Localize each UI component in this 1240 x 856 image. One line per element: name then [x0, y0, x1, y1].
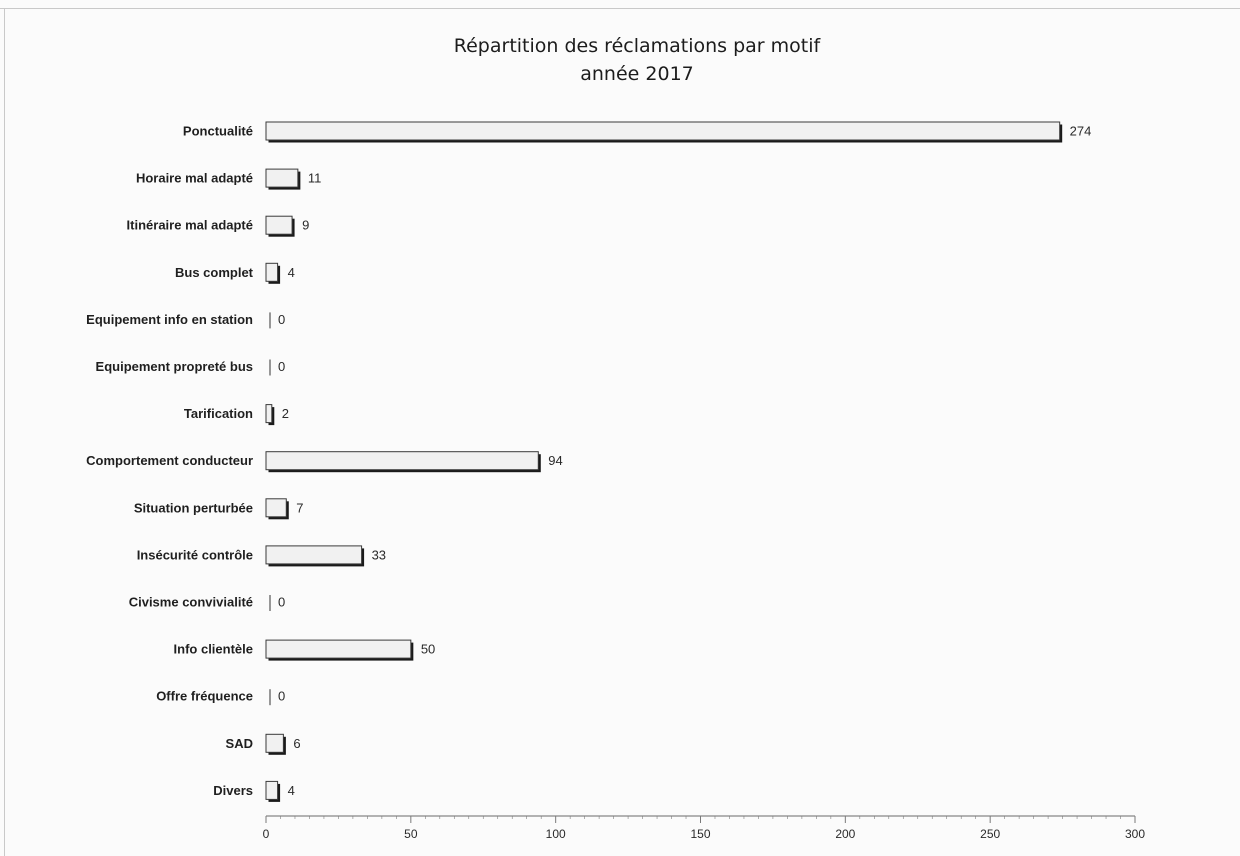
bar-rect [265, 404, 273, 424]
value-label: 0 [278, 689, 285, 704]
value-label: 4 [288, 265, 295, 280]
category-label: Bus complet [175, 265, 254, 280]
value-label: 0 [278, 595, 285, 610]
value-label: 274 [1070, 124, 1092, 139]
category-label: Equipement info en station [86, 312, 253, 327]
value-label: 50 [421, 642, 435, 657]
value-label: 0 [278, 312, 285, 327]
category-label: Horaire mal adapté [136, 171, 253, 186]
x-tick-label: 0 [263, 827, 270, 841]
x-tick-label: 200 [835, 827, 855, 841]
value-label: 33 [372, 547, 386, 562]
bar-rect [265, 498, 287, 518]
bar [265, 451, 541, 473]
chart-subtitle: année 2017 [580, 63, 694, 85]
x-tick-label: 300 [1125, 827, 1145, 841]
bar [265, 168, 301, 190]
bar [265, 215, 295, 237]
value-label: 11 [308, 171, 322, 186]
bar [265, 262, 281, 284]
category-label: Info clientèle [174, 642, 253, 657]
bar [265, 733, 286, 755]
category-label: Equipement propreté bus [96, 359, 253, 374]
category-label: Itinéraire mal adapté [127, 218, 253, 233]
bar-rect [265, 215, 293, 235]
x-axis: 0 50 100 150 200 250 300 [263, 815, 1145, 841]
bar [265, 545, 365, 567]
value-label: 94 [548, 453, 562, 468]
value-label: 0 [278, 359, 285, 374]
bar-rect [265, 451, 539, 471]
bar-rect [265, 733, 284, 753]
value-label: 7 [296, 500, 303, 515]
category-label: Situation perturbée [134, 500, 253, 515]
category-label: Divers [213, 783, 253, 798]
bar-rect [265, 639, 412, 659]
category-label: Tarification [184, 406, 253, 421]
category-label: Insécurité contrôle [137, 547, 253, 562]
bar [265, 498, 289, 520]
bar [265, 780, 281, 802]
frame-top-border [0, 8, 1240, 9]
value-label: 2 [282, 406, 289, 421]
category-label: Civisme convivialité [129, 595, 253, 610]
bar-rect [265, 168, 299, 188]
bar [265, 639, 414, 661]
value-label: 6 [293, 736, 300, 751]
bar [265, 404, 275, 426]
bar-rect [265, 121, 1061, 141]
x-tick-label: 250 [980, 827, 1000, 841]
category-label: Ponctualité [183, 124, 253, 139]
bar [265, 121, 1063, 143]
bar-rect [265, 545, 363, 565]
x-tick-label: 50 [404, 827, 418, 841]
bar-rect [265, 780, 279, 800]
x-tick-label: 150 [690, 827, 710, 841]
bar-rect [265, 262, 279, 282]
x-tick-label: 100 [546, 827, 566, 841]
value-label: 4 [288, 783, 295, 798]
value-label: 9 [302, 218, 309, 233]
category-label: Comportement conducteur [86, 453, 253, 468]
category-label: SAD [226, 736, 253, 751]
category-label: Offre fréquence [156, 689, 253, 704]
frame-left-border [4, 8, 5, 856]
chart-title: Répartition des réclamations par motif [454, 35, 822, 57]
